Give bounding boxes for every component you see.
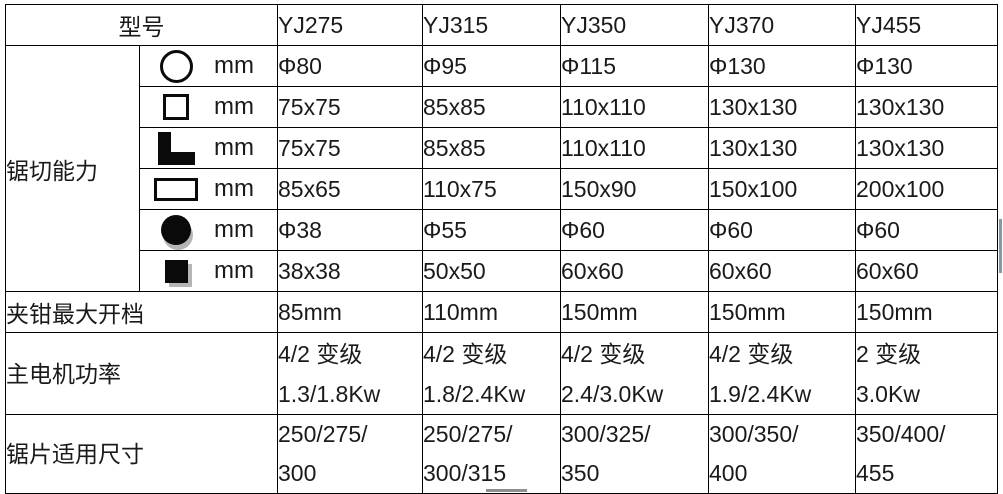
capacity-icon-cell: mm (139, 127, 278, 169)
capacity-value: 130x130 (708, 86, 856, 128)
capacity-value: Φ130 (708, 45, 856, 87)
blade-value: 350/400/ 455 (855, 414, 998, 494)
motor-value: 4/2 变级 1.9/2.4Kw (708, 332, 856, 415)
unit-label: mm (214, 134, 254, 161)
unit-label: mm (214, 52, 254, 79)
bottom-resize-handle[interactable] (486, 489, 527, 492)
header-row: 型号 YJ275 YJ315 YJ350 YJ370 YJ455 (5, 4, 998, 46)
capacity-value: 130x130 (855, 127, 998, 169)
capacity-value: 75x75 (277, 127, 423, 169)
capacity-value: 130x130 (708, 127, 856, 169)
unit-label: mm (214, 175, 254, 202)
capacity-value: Φ95 (422, 45, 561, 87)
capacity-value: Φ60 (560, 209, 709, 251)
capacity-value: Φ55 (422, 209, 561, 251)
capacity-row-square-solid: mm 38x38 50x50 60x60 60x60 60x60 (6, 250, 998, 292)
model-name-yj455: YJ455 (855, 4, 998, 46)
unit-label: mm (214, 93, 254, 120)
capacity-value: 150x90 (560, 168, 709, 210)
capacity-value: 85x65 (277, 168, 423, 210)
clamp-row-label: 夹钳最大开档 (5, 291, 278, 333)
capacity-value: Φ60 (708, 209, 856, 251)
capacity-value: 75x75 (277, 86, 423, 128)
square-bar-solid-icon (164, 259, 188, 283)
capacity-icon-cell: mm (139, 45, 278, 87)
capacity-value: 110x110 (560, 86, 709, 128)
capacity-value: 60x60 (560, 250, 709, 292)
motor-value: 4/2 变级 1.8/2.4Kw (422, 332, 561, 415)
clamp-value: 150mm (560, 291, 709, 333)
model-name-yj350: YJ350 (560, 4, 709, 46)
clamp-value: 85mm (277, 291, 423, 333)
capacity-row-round-solid: mm Φ38 Φ55 Φ60 Φ60 Φ60 (6, 209, 998, 251)
blade-value: 300/350/ 400 (708, 414, 856, 494)
model-name-yj315: YJ315 (422, 4, 561, 46)
clamp-value: 150mm (708, 291, 856, 333)
capacity-value: Φ38 (277, 209, 423, 251)
motor-value: 4/2 变级 2.4/3.0Kw (560, 332, 709, 415)
capacity-row-square: mm 75x75 85x85 110x110 130x130 130x130 (6, 86, 998, 128)
capacity-value: 110x110 (560, 127, 709, 169)
capacity-value: 150x100 (708, 168, 856, 210)
unit-label: mm (214, 216, 254, 243)
capacity-value: 38x38 (277, 250, 423, 292)
clamp-value: 110mm (422, 291, 561, 333)
capacity-icon-cell: mm (139, 86, 278, 128)
capacity-value: 110x75 (422, 168, 561, 210)
round-bar-solid-icon (161, 215, 191, 245)
capacity-row-rect: mm 85x65 110x75 150x90 150x100 200x100 (6, 168, 998, 210)
capacity-value: 50x50 (422, 250, 561, 292)
capacity-row-angle: mm 75x75 85x85 110x110 130x130 130x130 (6, 127, 998, 169)
capacity-value: 60x60 (855, 250, 998, 292)
blade-value: 250/275/ 300 (277, 414, 423, 494)
motor-value: 2 变级 3.0Kw (855, 332, 998, 415)
right-resize-handle[interactable] (999, 219, 1002, 273)
spec-table: 型号 YJ275 YJ315 YJ350 YJ370 YJ455 锯切能力 mm… (5, 4, 998, 494)
round-bar-outline-icon (159, 49, 193, 83)
model-header-label: 型号 (5, 4, 278, 46)
capacity-icon-cell: mm (139, 168, 278, 210)
capacity-value: Φ80 (277, 45, 423, 87)
blade-row-label: 锯片适用尺寸 (5, 414, 278, 494)
blade-row: 锯片适用尺寸 250/275/ 300 250/275/ 300/315 300… (5, 414, 998, 494)
blade-value: 300/325/ 350 (560, 414, 709, 494)
capacity-row-round: 锯切能力 mm Φ80 Φ95 Φ115 Φ130 Φ130 (5, 45, 998, 292)
capacity-value: 85x85 (422, 86, 561, 128)
capacity-value: 200x100 (855, 168, 998, 210)
motor-value: 4/2 变级 1.3/1.8Kw (277, 332, 423, 415)
unit-label: mm (214, 257, 254, 284)
blade-value: 250/275/ 300/315 (422, 414, 561, 494)
capacity-value: 130x130 (855, 86, 998, 128)
clamp-row: 夹钳最大开档 85mm 110mm 150mm 150mm 150mm (5, 291, 998, 333)
model-name-yj370: YJ370 (708, 4, 856, 46)
capacity-value: Φ115 (560, 45, 709, 87)
capacity-value: Φ60 (855, 209, 998, 251)
motor-row: 主电机功率 4/2 变级 1.3/1.8Kw 4/2 变级 1.8/2.4Kw … (5, 332, 998, 415)
angle-steel-icon (157, 131, 195, 165)
capacity-icon-cell: mm (139, 209, 278, 251)
motor-row-label: 主电机功率 (5, 332, 278, 415)
clamp-value: 150mm (855, 291, 998, 333)
rect-tube-outline-icon (154, 177, 198, 201)
square-tube-outline-icon (163, 94, 189, 120)
capacity-value: 85x85 (422, 127, 561, 169)
model-name-yj275: YJ275 (277, 4, 423, 46)
capacity-icon-cell: mm (139, 250, 278, 292)
capacity-value: Φ130 (855, 45, 998, 87)
capacity-value: 60x60 (708, 250, 856, 292)
capacity-section-label: 锯切能力 (5, 45, 140, 292)
